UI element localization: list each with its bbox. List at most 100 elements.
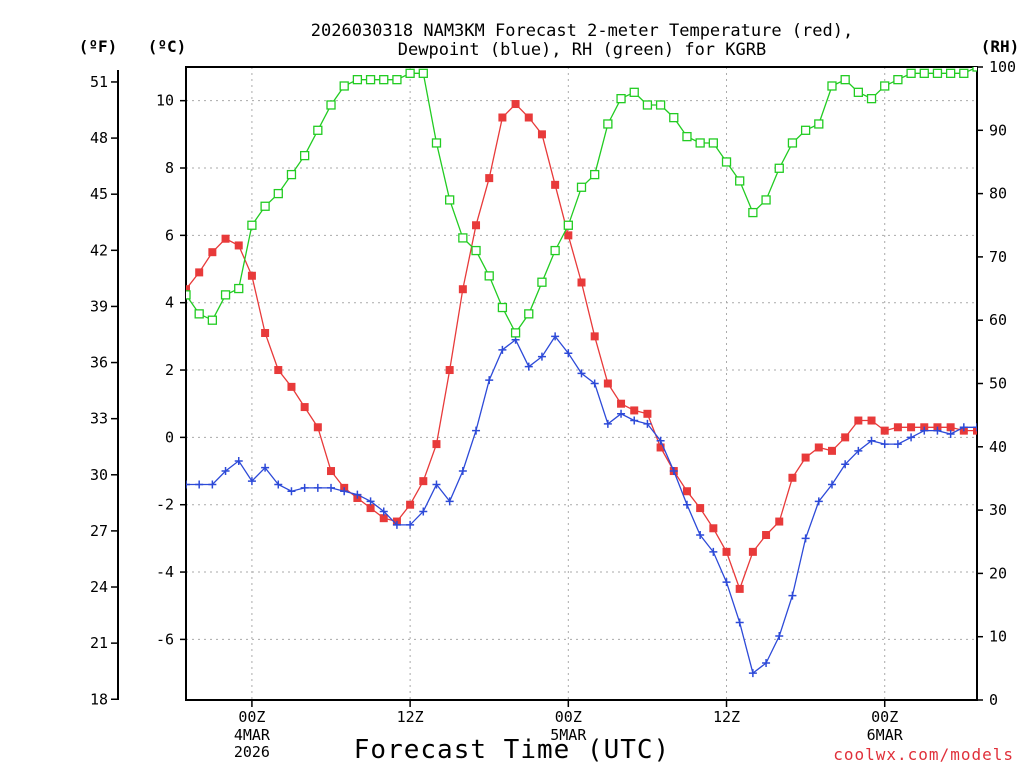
temperature-point xyxy=(406,500,415,509)
dewpoint-point xyxy=(973,423,977,432)
rh-point xyxy=(708,138,718,148)
rh-point xyxy=(629,87,639,97)
plot-frame xyxy=(185,66,978,701)
temperature-point xyxy=(854,416,863,425)
dewpoint-series xyxy=(186,332,977,678)
temperature-point xyxy=(709,524,718,533)
temperature-point xyxy=(867,416,876,425)
temperature-point xyxy=(603,379,612,388)
dewpoint-point xyxy=(274,480,283,489)
temperature-point xyxy=(208,248,217,257)
rh-point xyxy=(655,100,666,110)
dewpoint-point xyxy=(748,669,757,678)
dewpoint-point xyxy=(920,426,929,435)
rh-point xyxy=(919,68,929,78)
temperature-point xyxy=(748,547,757,556)
dewpoint-point xyxy=(827,480,836,489)
temperature-point xyxy=(893,423,902,432)
rh-tick-label: 30 xyxy=(989,501,1007,519)
rh-point xyxy=(840,75,850,85)
celsius-tick-label: 10 xyxy=(156,92,174,110)
dewpoint-point xyxy=(775,632,784,641)
celsius-tick-label: -6 xyxy=(156,630,174,648)
rh-point xyxy=(576,182,587,192)
dewpoint-point xyxy=(287,487,296,496)
rh-tick-label: 20 xyxy=(989,564,1007,582)
dewpoint-point xyxy=(261,463,270,472)
temperature-point xyxy=(261,328,270,337)
temperature-point xyxy=(313,423,322,432)
temperature-point xyxy=(762,531,771,540)
dewpoint-point xyxy=(577,369,586,378)
temperature-point xyxy=(946,423,955,432)
rh-point xyxy=(761,195,771,205)
temperature-point xyxy=(419,477,428,486)
dewpoint-point xyxy=(669,467,678,476)
rh-point xyxy=(497,302,508,313)
dewpoint-point xyxy=(498,345,507,354)
fahrenheit-tick-label: 36 xyxy=(90,354,108,372)
x-tick-label-time: 00Z xyxy=(871,708,898,726)
dewpoint-point xyxy=(327,483,336,492)
temperature-point xyxy=(327,467,336,476)
rh-point xyxy=(207,315,218,325)
rh-point xyxy=(247,220,257,230)
temperature-point xyxy=(907,423,916,432)
rh-tick-label: 70 xyxy=(989,248,1007,266)
dewpoint-point xyxy=(186,480,190,489)
rh-point xyxy=(787,138,798,148)
rh-tick-label: 90 xyxy=(989,121,1007,139)
axes: 182124273033363942454851-6-4-20246810010… xyxy=(90,58,1016,761)
dewpoint-point xyxy=(722,578,731,587)
temperature-point xyxy=(630,406,639,415)
rh-point xyxy=(682,131,692,142)
temperature-point xyxy=(814,443,823,452)
dewpoint-point xyxy=(485,376,494,385)
rh-tick-label: 60 xyxy=(989,311,1007,329)
rh-point xyxy=(800,125,811,135)
dewpoint-point xyxy=(696,531,705,540)
rh-point xyxy=(510,328,521,338)
x-tick-label-time: 12Z xyxy=(397,708,424,726)
temperature-point xyxy=(590,332,599,341)
dewpoint-point xyxy=(656,436,665,445)
temperature-point xyxy=(564,231,573,240)
celsius-tick-label: -4 xyxy=(156,563,174,581)
rh-point xyxy=(814,119,824,129)
fahrenheit-unit-label: (ºF) xyxy=(79,37,118,56)
temperature-point xyxy=(801,453,810,462)
rh-point xyxy=(169,272,177,280)
dewpoint-point xyxy=(472,426,481,435)
x-axis-title: Forecast Time (UTC) xyxy=(354,735,670,765)
dewpoint-point xyxy=(682,500,691,509)
fahrenheit-tick-label: 51 xyxy=(90,73,108,91)
rh-point xyxy=(642,100,653,110)
chart-title-line-1: 2026030318 NAM3KM Forecast 2-meter Tempe… xyxy=(311,21,853,41)
fahrenheit-tick-label: 33 xyxy=(90,410,108,428)
fahrenheit-tick-label: 30 xyxy=(90,466,108,484)
rh-point xyxy=(326,100,336,110)
temperature-point xyxy=(880,426,889,435)
rh-point xyxy=(853,87,863,97)
dewpoint-point xyxy=(603,419,612,428)
rh-line xyxy=(186,67,977,335)
temperature-point xyxy=(379,514,388,523)
rh-point xyxy=(286,169,297,180)
rh-point xyxy=(972,67,977,72)
rh-tick-label: 10 xyxy=(989,628,1007,646)
dewpoint-point xyxy=(458,467,467,476)
dewpoint-point xyxy=(195,480,204,489)
rh-point xyxy=(550,245,560,256)
rh-tick-label: 100 xyxy=(989,58,1016,76)
celsius-tick-label: -2 xyxy=(156,496,174,514)
fahrenheit-tick-label: 48 xyxy=(90,129,108,147)
dewpoint-point xyxy=(392,520,401,529)
temperature-point xyxy=(643,409,652,418)
temperature-point xyxy=(577,278,586,287)
rh-point xyxy=(893,75,903,85)
rh-point xyxy=(458,233,468,243)
temperature-point xyxy=(841,433,850,442)
rh-point xyxy=(669,112,679,123)
temperature-point xyxy=(221,234,230,243)
